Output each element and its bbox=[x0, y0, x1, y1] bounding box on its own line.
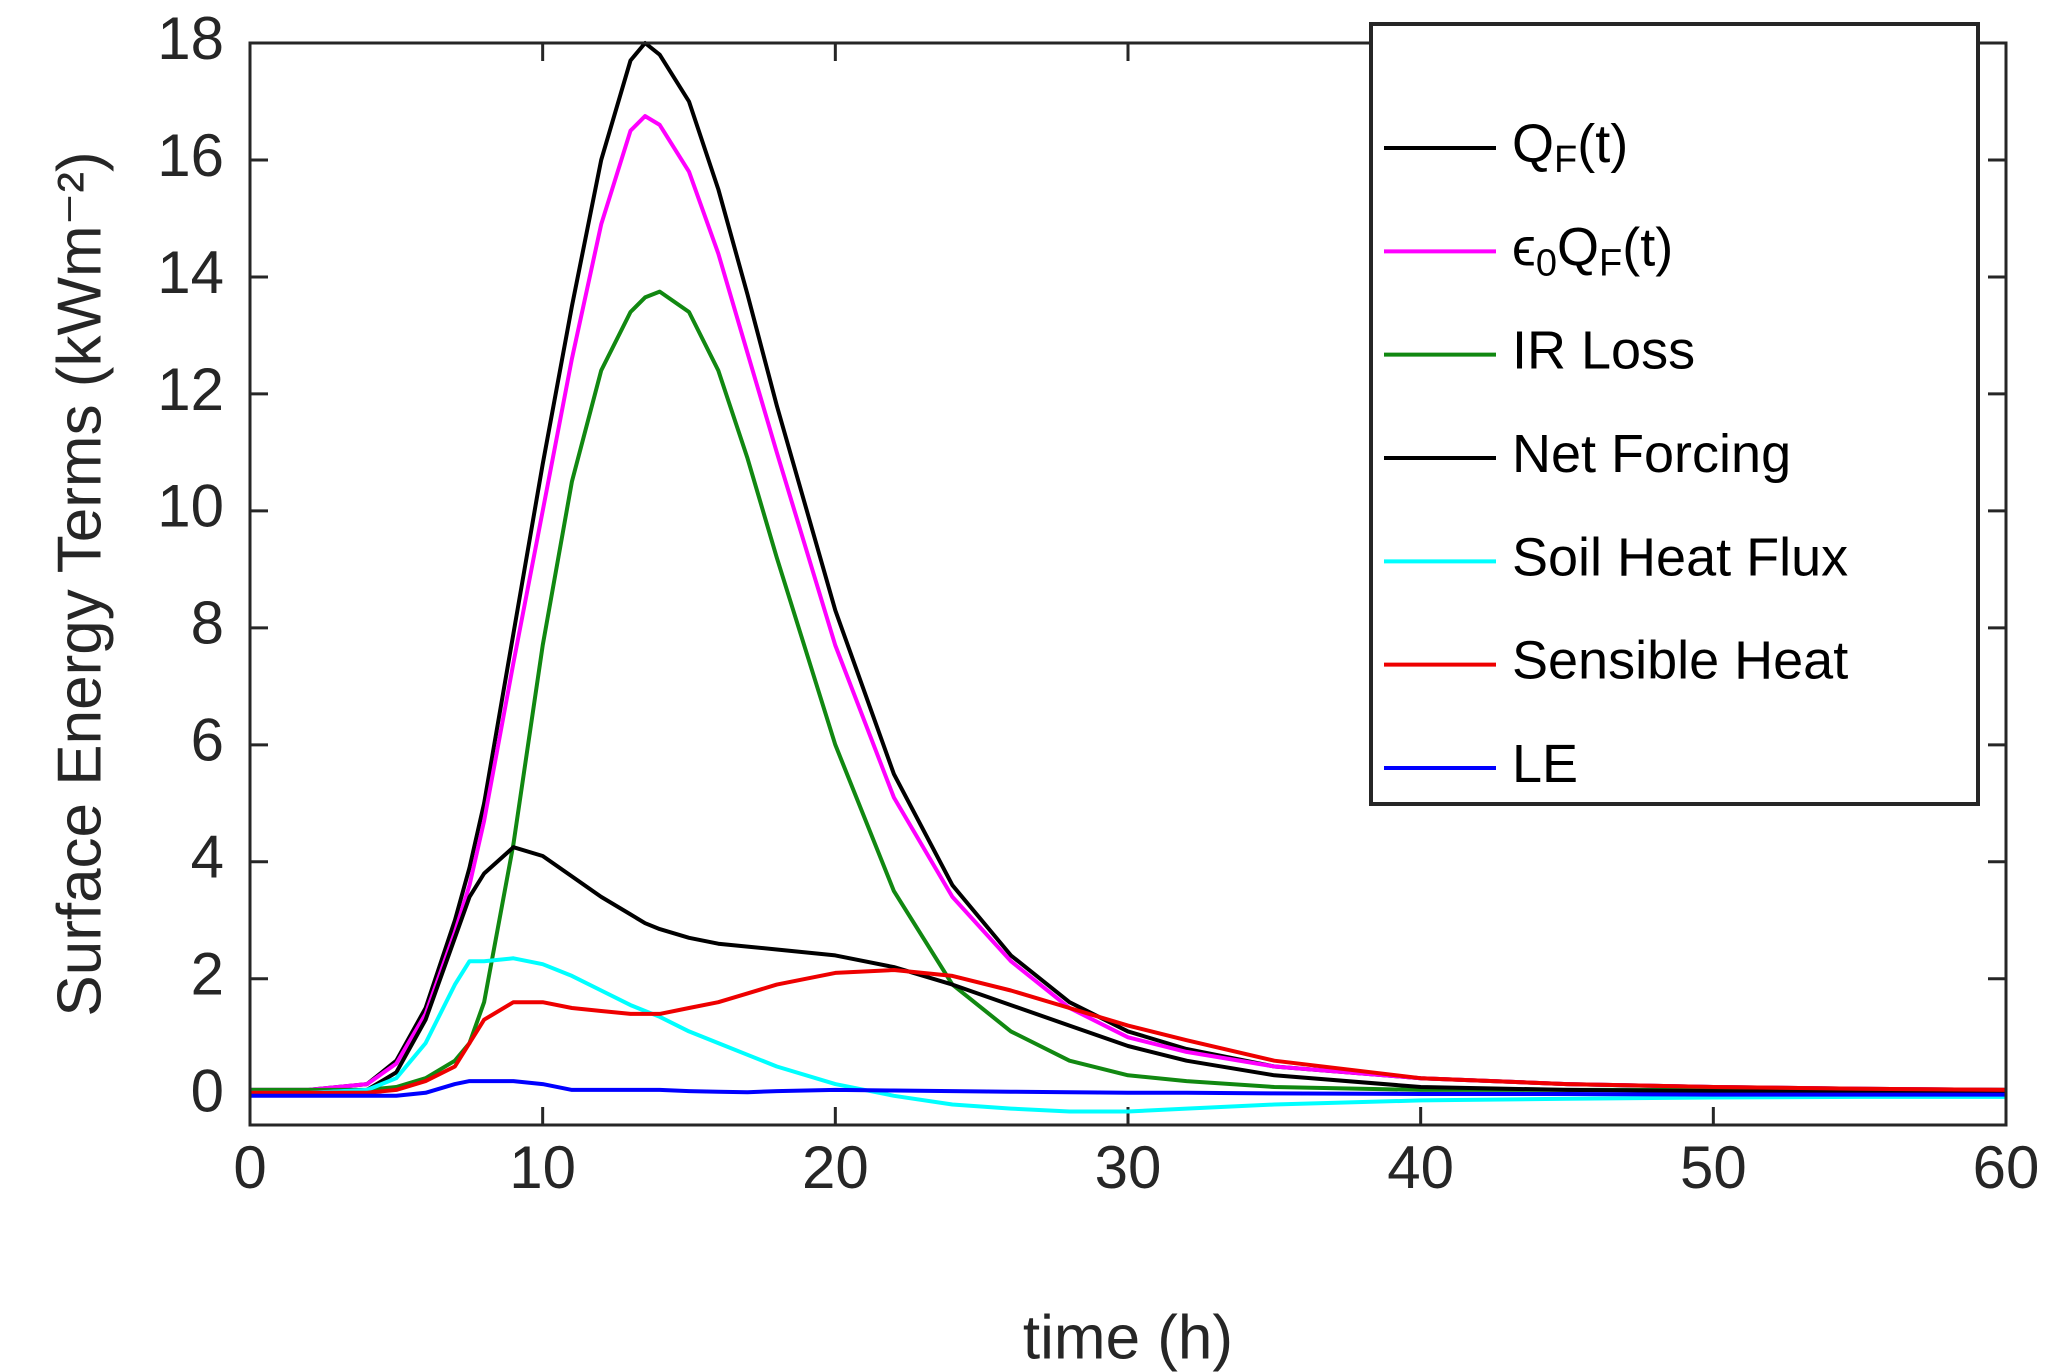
legend-label: Net Forcing bbox=[1512, 424, 1791, 484]
y-tick-label: 2 bbox=[191, 941, 224, 1008]
legend-label: LE bbox=[1512, 734, 1578, 794]
y-tick-label: 8 bbox=[191, 590, 224, 657]
y-tick-label: 6 bbox=[191, 707, 224, 774]
y-axis-label: Surface Energy Terms (kWm⁻²) bbox=[45, 151, 114, 1016]
series-line bbox=[250, 845, 2007, 1095]
x-tick-label: 60 bbox=[1973, 1134, 2040, 1201]
legend-label: IR Loss bbox=[1512, 321, 1695, 381]
legend-label: Sensible Heat bbox=[1512, 631, 1848, 691]
plot-frame bbox=[248, 41, 2008, 1127]
series-line bbox=[250, 114, 2007, 1092]
y-tick-label: 18 bbox=[157, 5, 224, 72]
series-line bbox=[250, 968, 2007, 1095]
x-tick-label: 0 bbox=[233, 1134, 266, 1201]
legend-box bbox=[1369, 22, 1980, 806]
y-tick-label: 4 bbox=[191, 824, 224, 891]
legend-label: QF(t) bbox=[1512, 114, 1628, 181]
x-tick-label: 20 bbox=[802, 1134, 869, 1201]
series-line bbox=[250, 289, 2006, 1092]
x-tick-label: 30 bbox=[1095, 1134, 1162, 1201]
y-tick-label: 10 bbox=[157, 473, 224, 540]
x-axis-label: time (h) bbox=[1023, 1303, 1233, 1372]
series-line bbox=[250, 1079, 2006, 1098]
x-tick-label: 50 bbox=[1680, 1134, 1747, 1201]
legend-label: Soil Heat Flux bbox=[1512, 528, 1848, 588]
x-tick-label: 10 bbox=[509, 1134, 576, 1201]
y-tick-label: 16 bbox=[157, 122, 224, 189]
series-line bbox=[250, 956, 2006, 1114]
x-tick-label: 40 bbox=[1387, 1134, 1454, 1201]
y-tick-label: 14 bbox=[157, 239, 224, 306]
y-tick-label: 0 bbox=[191, 1058, 224, 1125]
y-tick-label: 12 bbox=[157, 356, 224, 423]
legend-label: ϵ0QF(t) bbox=[1512, 218, 1673, 285]
